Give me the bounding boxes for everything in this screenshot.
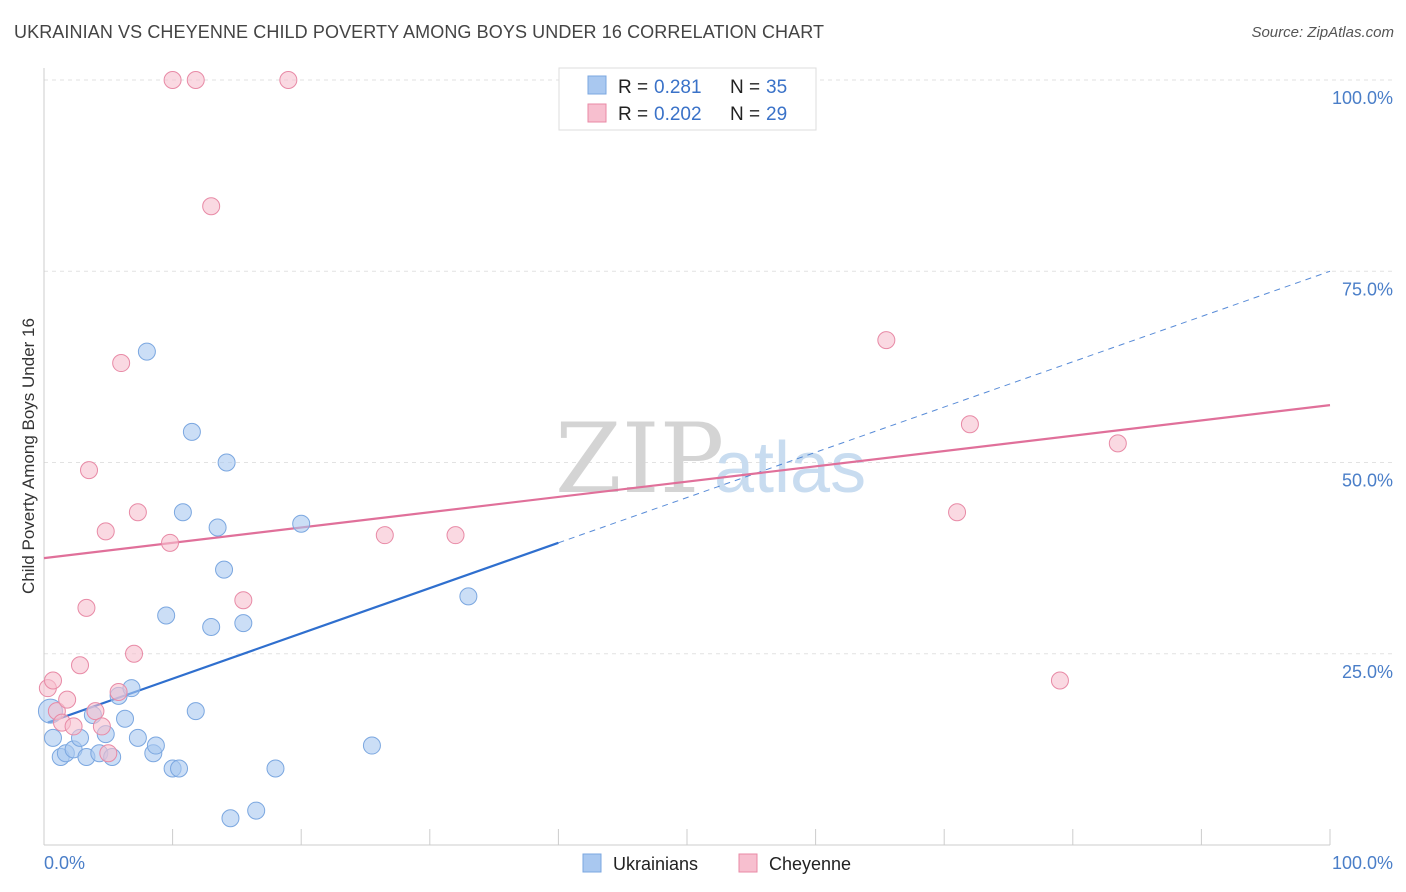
point-1-9 [86,702,105,721]
point-1-6 [71,656,90,675]
point-0-20 [170,759,189,778]
series-legend: Ukrainians Cheyenne [582,853,851,874]
legend-n-label-2: N = [730,104,760,125]
point-1-19 [186,71,205,89]
point-0-21 [173,503,192,522]
point-0-22 [182,422,201,441]
y-tick-label-75: 75.0% [1342,279,1393,299]
point-1-22 [279,71,298,89]
point-0-29 [234,614,253,633]
point-1-27 [960,415,979,434]
legend-swatch-cheyenne [587,103,607,123]
chart-title: UKRAINIAN VS CHEYENNE CHILD POVERTY AMON… [14,22,825,42]
y-axis-label: Child Poverty Among Boys Under 16 [19,318,38,594]
y-tick-labels: 25.0% 50.0% 75.0% 100.0% [1332,88,1393,682]
legend-n-label-1: N = [730,77,760,98]
point-0-26 [215,560,234,579]
bottom-legend-label-cheyenne: Cheyenne [769,854,851,874]
legend-r-value-2: 0.202 [654,104,702,125]
bottom-legend-swatch-cheyenne [738,853,758,873]
point-0-23 [186,702,205,721]
point-1-1 [44,671,63,690]
point-1-26 [948,503,967,522]
legend-r-label-2: R = [618,104,648,125]
trend-line-extension-0 [558,270,1331,544]
y-tick-label-50: 50.0% [1342,471,1393,491]
point-1-18 [163,71,182,89]
point-1-14 [112,354,131,373]
point-1-7 [77,598,96,617]
x-tick-labels: 0.0% 100.0% [44,853,1393,873]
point-1-25 [877,331,896,350]
y-tick-label-100: 100.0% [1332,88,1393,108]
point-1-4 [58,690,77,709]
point-0-18 [157,606,176,625]
data-points [37,71,1127,828]
legend-r-value-1: 0.281 [654,77,702,98]
legend-r-label-1: R = [618,77,648,98]
point-0-31 [266,759,285,778]
point-1-5 [64,717,83,736]
point-0-28 [221,809,240,828]
point-0-32 [292,514,311,533]
point-1-21 [234,591,253,610]
point-1-10 [92,717,111,736]
point-1-16 [128,503,147,522]
point-0-30 [247,801,266,820]
watermark: ZIP atlas [555,403,866,515]
point-0-15 [137,342,156,361]
point-0-17 [146,736,165,755]
point-1-17 [161,533,180,552]
legend-n-value-1: 35 [766,77,787,98]
point-1-8 [80,461,99,480]
point-0-34 [459,587,478,606]
bottom-legend-swatch-ukrainians [582,853,602,873]
point-0-14 [128,728,147,747]
point-1-11 [99,744,118,763]
point-1-12 [96,522,115,541]
point-0-12 [116,709,135,728]
point-0-25 [208,518,227,537]
point-1-13 [109,683,128,701]
bottom-legend-label-ukrainians: Ukrainians [613,854,698,874]
point-1-28 [1050,671,1069,690]
correlation-legend: R = 0.281 N = 35 R = 0.202 N = 29 [558,67,817,131]
point-0-1 [44,728,63,747]
grid-lines [44,79,1392,655]
point-1-15 [125,644,144,663]
point-0-24 [202,617,221,636]
watermark-atlas: atlas [714,428,866,508]
legend-swatch-ukrainians [587,75,607,95]
point-0-33 [362,736,381,755]
x-tick-label-min: 0.0% [44,853,85,873]
point-1-29 [1108,434,1127,453]
y-tick-label-25: 25.0% [1342,662,1393,682]
watermark-zip: ZIP [555,403,724,515]
point-1-23 [375,526,394,545]
point-1-24 [446,526,465,545]
legend-n-value-2: 29 [766,104,787,125]
point-1-20 [202,197,221,216]
trend-line-1 [43,404,1331,560]
point-0-27 [217,453,236,472]
source-label: Source: ZipAtlas.com [1251,24,1394,41]
x-tick-label-max: 100.0% [1332,853,1393,873]
